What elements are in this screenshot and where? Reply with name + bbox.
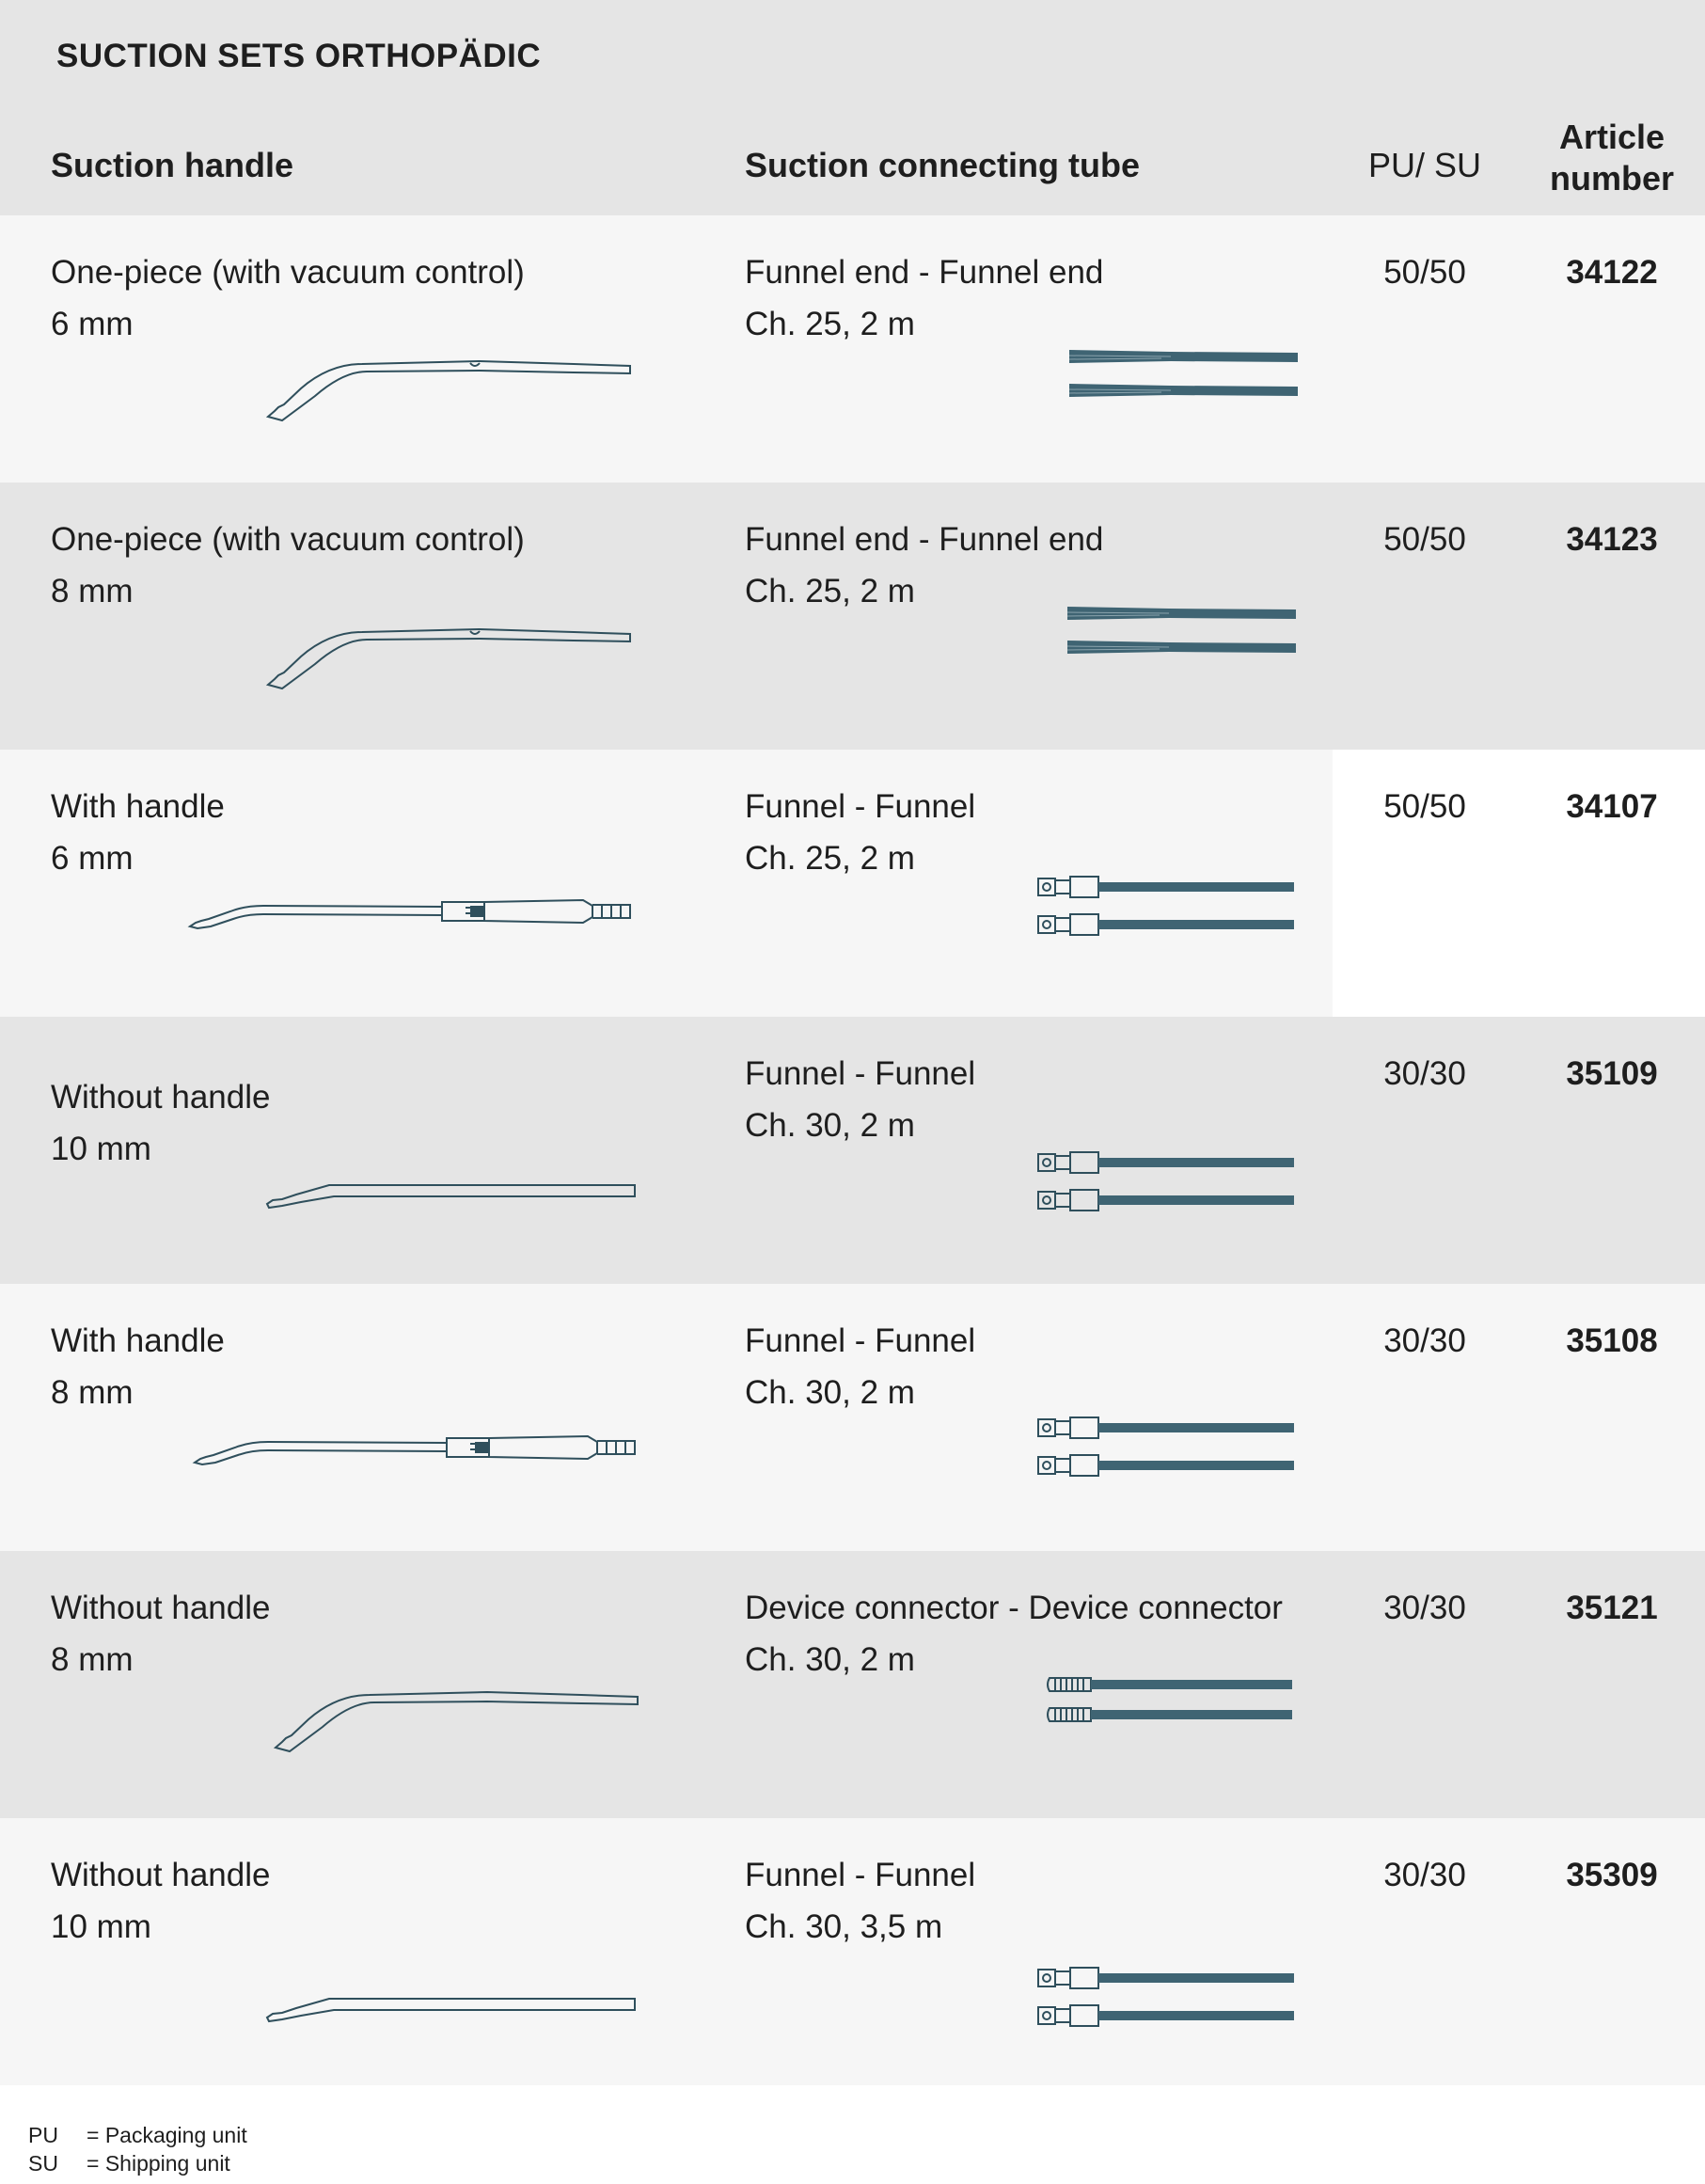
funnel-end-tube-icon	[1066, 605, 1296, 661]
table-row	[0, 750, 1705, 1017]
handle-type: With handle 6 mm	[51, 788, 225, 877]
tube-type: Device connector - Device connector Ch. 3…	[745, 1590, 1283, 1678]
table-row	[0, 1017, 1705, 1284]
funnel-connector-tube-icon	[1034, 1966, 1298, 2032]
handle-type: Without handle 8 mm	[51, 1590, 271, 1678]
table-header	[0, 0, 1705, 215]
article-number: 34122	[1566, 254, 1658, 291]
page-title: SUCTION SETS ORTHOPÄDIC	[56, 38, 542, 74]
suction-tip-with-handle-icon	[192, 1425, 644, 1472]
article-number: 35121	[1566, 1590, 1658, 1626]
article-number: 34107	[1566, 788, 1658, 825]
handle-type: Without handle 10 mm	[51, 1079, 271, 1167]
table-row	[0, 1284, 1705, 1551]
column-header-suction-handle: Suction handle	[51, 146, 294, 184]
handle-type: Without handle 10 mm	[51, 1857, 271, 1945]
funnel-end-tube-icon	[1067, 348, 1298, 404]
column-header-pu-su: PU/ SU	[1367, 146, 1482, 184]
pu-su-value: 30/30	[1383, 1322, 1466, 1359]
pu-su-value: 30/30	[1383, 1590, 1466, 1626]
abbreviation-legend: PU = Packaging unit SU = Shipping unit	[28, 2121, 247, 2177]
tube-type: Funnel - Funnel Ch. 25, 2 m	[745, 788, 976, 877]
one-piece-suction-handle-icon	[263, 621, 639, 696]
straight-suction-tip-icon	[263, 1176, 639, 1213]
legend-item: SU = Shipping unit	[28, 2151, 230, 2176]
curved-suction-tip-icon	[271, 1684, 647, 1759]
pu-su-value: 30/30	[1383, 1857, 1466, 1893]
table-row	[0, 1551, 1705, 1818]
tube-type: Funnel end - Funnel end Ch. 25, 2 m	[745, 521, 1104, 609]
table-row	[0, 1818, 1705, 2085]
handle-type: One-piece (with vacuum control) 8 mm	[51, 521, 525, 609]
suction-tip-with-handle-icon	[187, 889, 639, 936]
tube-type: Funnel - Funnel Ch. 30, 3,5 m	[745, 1857, 976, 1945]
legend-item: PU = Packaging unit	[28, 2123, 247, 2147]
funnel-connector-tube-icon	[1034, 875, 1298, 941]
article-number: 34123	[1566, 521, 1658, 558]
pu-su-value: 30/30	[1383, 1055, 1466, 1092]
article-number: 35109	[1566, 1055, 1658, 1092]
funnel-connector-tube-icon	[1034, 1150, 1298, 1216]
column-header-connecting-tube: Suction connecting tube	[745, 146, 1140, 184]
pu-su-value: 50/50	[1383, 254, 1466, 291]
table-row	[0, 483, 1705, 750]
table-row	[0, 215, 1705, 483]
article-number: 35108	[1566, 1322, 1658, 1359]
tube-type: Funnel end - Funnel end Ch. 25, 2 m	[745, 254, 1104, 342]
tube-type: Funnel - Funnel Ch. 30, 2 m	[745, 1322, 976, 1411]
pu-su-value: 50/50	[1383, 788, 1466, 825]
funnel-connector-tube-icon	[1034, 1416, 1298, 1481]
handle-type: One-piece (with vacuum control) 6 mm	[51, 254, 525, 342]
one-piece-suction-handle-icon	[263, 353, 639, 428]
tube-type: Funnel - Funnel Ch. 30, 2 m	[745, 1055, 976, 1144]
device-connector-tube-icon	[1044, 1674, 1298, 1731]
handle-type: With handle 8 mm	[51, 1322, 225, 1411]
straight-suction-tip-icon	[263, 1989, 639, 2027]
article-number: 35309	[1566, 1857, 1658, 1893]
column-header-article-number: Article number	[1549, 118, 1674, 198]
pu-su-value: 50/50	[1383, 521, 1466, 558]
